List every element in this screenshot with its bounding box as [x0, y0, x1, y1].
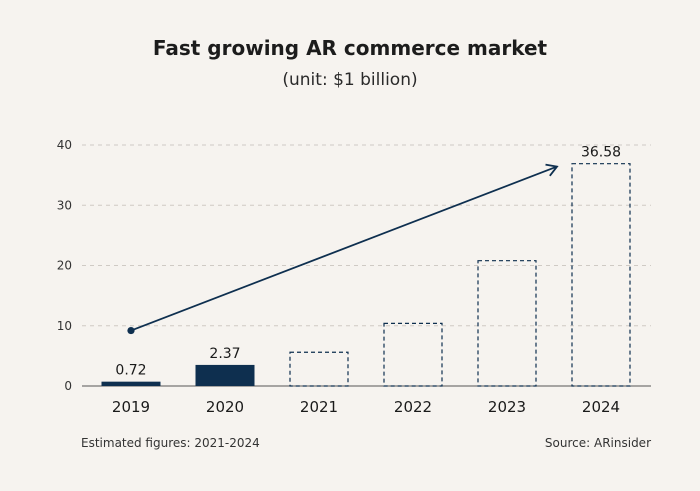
x-tick-label: 2024	[582, 398, 620, 416]
bar-2023	[477, 260, 537, 387]
y-tick-label: 40	[57, 138, 72, 152]
trend-arrow-line	[130, 165, 558, 332]
y-tick-label: 20	[57, 259, 72, 273]
labels-layer: 2019 0.72 2020 2.37 2021 2022 2023 2024 36.58	[112, 145, 621, 416]
trend-arrow-head	[545, 163, 559, 177]
bar-2020	[195, 364, 255, 386]
x-tick-label: 2019	[112, 398, 150, 416]
grid-layer: 0 10 20 30 40	[57, 138, 651, 393]
estimated-footnote: Estimated figures: 2021-2024	[81, 436, 260, 450]
x-tick-label: 2023	[488, 398, 526, 416]
bar-2024	[571, 163, 631, 387]
bar-2019	[101, 381, 161, 386]
chart-title: Fast growing AR commerce market	[152, 36, 548, 60]
x-tick-label: 2022	[394, 398, 432, 416]
x-tick-label: 2021	[300, 398, 338, 416]
bar-2022	[383, 322, 443, 387]
data-label: 0.72	[115, 363, 146, 379]
data-label: 36.58	[581, 145, 621, 161]
data-label: 2.37	[209, 346, 240, 362]
source-note: Source: ARinsider	[544, 436, 651, 450]
y-tick-label: 30	[57, 198, 72, 212]
bars-layer	[101, 163, 631, 387]
x-tick-label: 2020	[206, 398, 244, 416]
y-tick-label: 10	[57, 319, 72, 333]
chart-subtitle: (unit: $1 billion)	[282, 70, 418, 90]
bar-2021	[289, 351, 349, 387]
trend-arrow	[127, 163, 559, 335]
y-tick-label: 0	[64, 379, 72, 393]
